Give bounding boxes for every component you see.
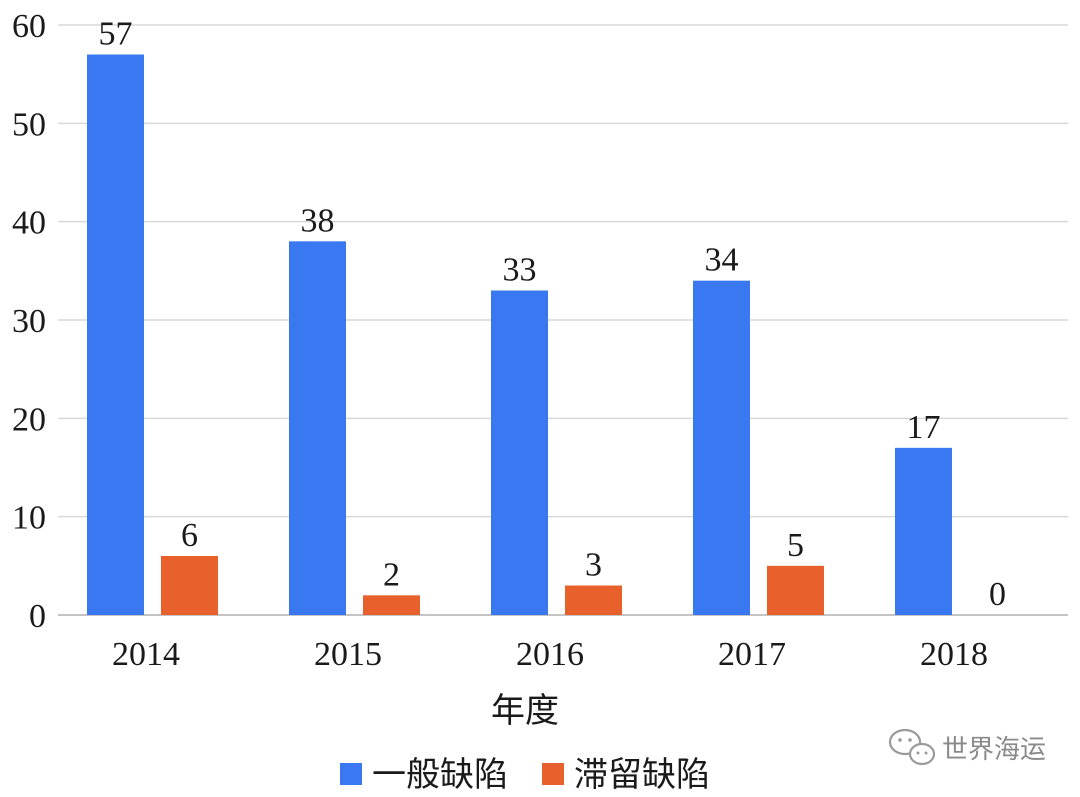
x-axis-title: 年度: [491, 691, 559, 731]
legend-label-1: 滞留缺陷: [574, 755, 710, 795]
y-tick-label: 0: [29, 598, 46, 635]
bar-2015-0: [289, 241, 346, 616]
y-axis: 0 10 20 30 40 50 60: [12, 8, 46, 635]
bar-2018-0: [895, 447, 952, 615]
bar-2017-1: [767, 565, 824, 615]
legend-swatch-0: [340, 763, 362, 785]
bar-2017-0: [693, 280, 750, 615]
x-axis: 2014 2015 2016 2017 2018: [112, 636, 988, 673]
x-tick-label: 2015: [314, 636, 382, 673]
y-tick-label: 60: [12, 8, 46, 45]
y-tick-label: 30: [12, 303, 46, 340]
legend: 一般缺陷 滞留缺陷: [340, 755, 710, 795]
legend-swatch-1: [542, 763, 564, 785]
x-tick-label: 2017: [718, 636, 786, 673]
data-label-2015-0: 38: [301, 202, 335, 239]
data-label-2016-0: 33: [503, 252, 537, 289]
bar-2014-0: [87, 54, 144, 615]
bar-2016-0: [491, 290, 548, 615]
bars: [87, 54, 952, 616]
data-label-2015-1: 2: [383, 556, 400, 593]
data-label-2018-0: 17: [907, 409, 941, 446]
bar-2014-1: [161, 556, 218, 615]
wechat-icon: [888, 728, 936, 766]
y-tick-label: 40: [12, 205, 46, 242]
bar-2016-1: [565, 585, 622, 615]
data-label-2014-0: 57: [99, 16, 133, 53]
watermark-text: 世界海运: [942, 735, 1046, 765]
data-label-2017-0: 34: [705, 242, 739, 279]
grid: [58, 24, 1068, 616]
data-label-2014-1: 6: [181, 517, 198, 554]
x-tick-label: 2014: [112, 636, 180, 673]
x-tick-label: 2018: [920, 636, 988, 673]
y-tick-label: 50: [12, 106, 46, 143]
watermark: 世界海运: [888, 728, 1046, 766]
data-label-2018-1: 0: [989, 576, 1006, 613]
x-tick-label: 2016: [516, 636, 584, 673]
data-label-2017-1: 5: [787, 527, 804, 564]
y-tick-label: 20: [12, 401, 46, 438]
bar-2015-1: [363, 595, 420, 615]
data-label-2016-1: 3: [585, 547, 602, 584]
legend-label-0: 一般缺陷: [372, 755, 508, 795]
y-tick-label: 10: [12, 500, 46, 537]
